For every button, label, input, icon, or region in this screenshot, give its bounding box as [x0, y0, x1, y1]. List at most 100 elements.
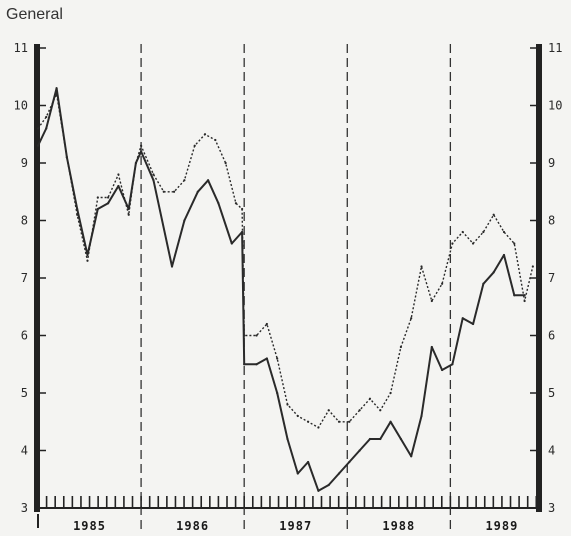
series-2-point: [183, 179, 186, 182]
series-1-point: [358, 449, 361, 452]
series-1-point: [482, 282, 485, 285]
series-1-point: [86, 253, 89, 257]
y-tick-label-right: 11: [548, 41, 562, 55]
series-2-point: [531, 265, 534, 268]
y-tick-label-right: 5: [548, 386, 555, 400]
y-tick-label-left: 9: [21, 156, 28, 170]
series-1-point: [45, 127, 48, 130]
series-2-point: [193, 144, 196, 147]
series-1-point: [348, 460, 351, 464]
y-tick-label-right: 8: [548, 214, 555, 228]
series-2-point: [214, 138, 217, 142]
y-tick-label-right: 9: [548, 156, 555, 170]
series-1-point: [379, 437, 382, 441]
y-axis-left: 3 4 5 6 7 8 9 10 11: [14, 41, 46, 515]
series-2-point: [482, 230, 485, 234]
x-tick-label: 1985: [73, 519, 106, 533]
series-2-point: [224, 161, 227, 165]
series-group: [36, 87, 534, 492]
series-1-point: [430, 345, 433, 349]
chart-frame: [34, 44, 542, 528]
series-2-point: [430, 299, 433, 303]
y-tick-label-left: 10: [14, 99, 28, 113]
series-2-point: [307, 420, 310, 423]
series-1-point: [183, 219, 186, 222]
series-2-point: [45, 115, 48, 119]
series-1-point: [461, 317, 464, 320]
y-tick-label-left: 11: [14, 41, 28, 55]
y-tick-label-left: 7: [21, 271, 28, 285]
series-1-point: [317, 489, 320, 492]
series-1-point: [307, 460, 310, 464]
series-2-point: [420, 265, 423, 268]
y-tick-label-left: 4: [21, 444, 28, 458]
series-1-point: [255, 363, 258, 366]
x-tick-label: 1986: [176, 519, 209, 533]
series-1-point: [420, 414, 423, 418]
series-1-point: [471, 322, 475, 326]
series-1-point: [286, 437, 289, 441]
series-1-point: [36, 144, 40, 147]
y-tick-label-right: 6: [548, 329, 555, 343]
y-tick-label-left: 5: [21, 386, 28, 400]
series-2-point: [296, 414, 299, 418]
y-tick-label-right: 10: [548, 99, 562, 113]
series-2-point: [379, 409, 382, 412]
series-2-point: [451, 242, 454, 245]
series-2-point: [203, 133, 207, 136]
series-2-point: [523, 299, 526, 303]
series-2-point: [286, 403, 289, 406]
series-2-point: [327, 409, 330, 412]
series-1-point: [152, 179, 155, 182]
series-2-point: [317, 426, 320, 429]
series-2-point: [358, 409, 361, 412]
x-tick-label: 1987: [279, 519, 312, 533]
series-1-point: [337, 472, 341, 475]
series-2-point: [139, 144, 143, 147]
series-1-point: [368, 437, 372, 441]
y-tick-label-left: 8: [21, 214, 28, 228]
series-1-point: [265, 357, 268, 360]
y-tick-label-left: 6: [21, 329, 28, 343]
series-2-point: [513, 242, 516, 245]
series-2-point: [265, 322, 268, 326]
series-1-point: [389, 420, 392, 423]
series-2-point: [410, 317, 413, 320]
series-1-point: [207, 179, 210, 182]
series-2-point: [389, 391, 392, 395]
series-2-point: [461, 230, 464, 234]
series-2-point: [134, 161, 138, 165]
series-1-point: [451, 363, 454, 366]
series-2-point: [76, 213, 79, 216]
y-tick-label-right: 3: [548, 501, 555, 515]
series-2-point: [368, 397, 372, 400]
series-2-point: [117, 173, 120, 176]
series-1-point: [217, 202, 220, 205]
series-1-point: [230, 242, 233, 245]
series-2-point: [172, 190, 176, 193]
y-tick-label-left: 3: [21, 501, 28, 515]
series-1-point: [117, 184, 120, 188]
x-tick-label: 1988: [382, 519, 415, 533]
series-1-point: [399, 437, 402, 441]
series-2-point: [241, 207, 244, 211]
series-2-point: [441, 282, 444, 285]
series-2-point: [86, 259, 89, 262]
series-1-point: [243, 363, 246, 366]
y-axis-right: 3 4 5 6 7 8 9 10 11: [530, 41, 562, 515]
series-2-point: [65, 156, 68, 159]
series-2-point: [96, 196, 99, 199]
series-1-point: [196, 190, 199, 193]
series-2-point: [127, 213, 130, 216]
series-1-point: [96, 207, 99, 211]
y-tick-label-right: 7: [548, 271, 555, 285]
series-2-point: [492, 213, 495, 216]
series-2-point: [107, 196, 110, 199]
series-2-point: [255, 334, 258, 337]
x-tick-label: 1989: [485, 519, 518, 533]
year-dividers: [140, 44, 452, 530]
series-1-point: [139, 150, 143, 153]
series-2-point: [337, 420, 341, 423]
series-line-2: [37, 93, 534, 429]
